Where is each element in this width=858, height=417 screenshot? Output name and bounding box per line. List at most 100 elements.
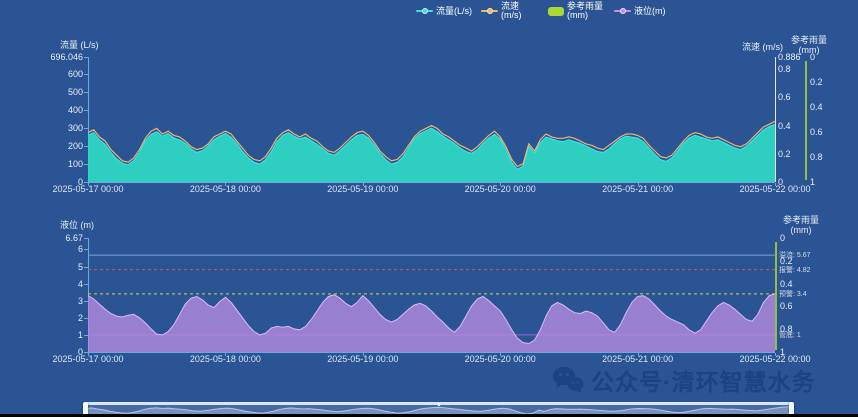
flow-velocity-chart-rain-tick: 0.2 (810, 77, 823, 87)
level-chart-left-tick: 1 (77, 329, 83, 340)
flow-velocity-chart-rain-axis-title: 参考雨量 (mm) (790, 35, 827, 55)
level-chart-left-tickmark (84, 283, 88, 285)
level-chart-x-label: 2025-05-21 00:00 (602, 354, 674, 364)
flow-velocity-chart-left-tick: 400 (67, 105, 83, 116)
flow-velocity-chart-velocity-axis-line (775, 57, 776, 182)
flow-velocity-chart-velocity-tick: 0.4 (778, 120, 791, 131)
level-chart-left-tick: 5 (77, 261, 83, 272)
flow-velocity-chart-line-right1 (88, 120, 775, 168)
level-chart-reflabel-溢流: 溢流: 5.67 (779, 252, 811, 260)
level-chart-rain-tick: 0.4 (780, 278, 793, 289)
flow-velocity-chart-left-tick: 600 (67, 69, 83, 80)
flow-velocity-chart-x-tickmark (225, 183, 227, 186)
flow-velocity-chart-velocity-tick: 0.6 (778, 92, 791, 103)
legend-label: 流速(m/s) (501, 1, 522, 21)
legend-marker-dot (421, 8, 428, 15)
legend-marker (548, 6, 565, 16)
level-chart-left-tickmark (84, 300, 88, 302)
flow-velocity-chart-left-tick: 300 (67, 123, 83, 134)
flow-velocity-chart-x-tickmark (362, 183, 364, 186)
datazoom-center-dot (437, 403, 440, 406)
level-chart-left-axis-title: 液位 (m) (60, 220, 94, 230)
level-chart-x-tickmark (88, 353, 89, 356)
level-chart-left-tick: 2 (77, 312, 83, 323)
level-chart-rain-tick: 0.6 (780, 301, 793, 312)
flow-velocity-chart-left-tick: 200 (67, 141, 83, 152)
level-chart-x-label: 2025-05-22 00:00 (739, 354, 811, 364)
level-chart-x-axis-line (88, 352, 775, 353)
flow-velocity-chart-left-tickmark (84, 110, 88, 112)
flow-velocity-chart-left-tickmark (84, 146, 88, 148)
level-chart-x-label: 2025-05-18 00:00 (189, 354, 261, 364)
level-chart-reflabel-报警: 报警: 4.82 (779, 266, 811, 274)
level-chart-line-left (88, 293, 775, 345)
flow-velocity-chart-x-label: 2025-05-22 00:00 (739, 184, 811, 194)
flow-velocity-chart-left-tickmark (84, 92, 88, 94)
flow-velocity-chart-left-tick: 0 (77, 177, 83, 187)
legend-label: 参考雨量(mm) (567, 1, 604, 21)
level-chart-left-tickmark (84, 317, 88, 319)
level-chart-left-tickmark (84, 249, 88, 251)
legend-marker (416, 8, 433, 15)
level-chart-x-tickmark (362, 353, 364, 356)
flow-velocity-chart-rain-tick: 1 (810, 177, 816, 187)
level-chart-left-tickmark (84, 352, 88, 353)
flow-velocity-chart-left-tick: 100 (67, 159, 83, 170)
legend-marker (614, 8, 632, 15)
flow-velocity-chart-velocity-tick: 0.8 (778, 64, 791, 75)
datazoom-right-handle[interactable] (789, 402, 794, 417)
level-chart-rain-axis-line (775, 242, 777, 350)
level-chart-left-tickmark (84, 334, 88, 336)
legend-item-4[interactable]: 液位(m) (614, 6, 666, 16)
legend-item-2[interactable]: 流速(m/s) (481, 1, 539, 21)
bottom-black-strip (0, 414, 858, 417)
flow-velocity-chart-left-tickmark (84, 182, 88, 183)
level-chart-x-tickmark (637, 353, 639, 356)
flow-velocity-chart-x-tickmark (500, 183, 502, 186)
level-chart-left-axis-line (88, 238, 89, 352)
flow-velocity-chart-x-label: 2025-05-17 00:00 (52, 184, 124, 194)
level-chart-left-tick: 6.67 (65, 233, 83, 243)
flow-velocity-chart-left-tickmark (84, 164, 88, 166)
watermark-text: 公众号·清环智慧水务 (591, 369, 816, 395)
flow-velocity-chart-velocity-tick: 0.886 (778, 52, 801, 62)
flow-velocity-chart-velocity-tick: 0.2 (778, 148, 791, 159)
flow-velocity-chart-x-tickmark (775, 183, 776, 186)
watermark: 公众号·清环智慧水务 (552, 363, 816, 397)
chart-legend: 流量(L/s) 流速(m/s) 参考雨量(mm) 液位(m) (416, 1, 666, 21)
level-chart-reflabel-管底: 管底: 1 (779, 331, 801, 339)
level-chart-left-tickmark (84, 266, 88, 268)
level-chart-left-tick: 4 (77, 278, 83, 289)
level-chart-x-tickmark (225, 353, 227, 356)
flow-velocity-chart-x-label: 2025-05-18 00:00 (189, 184, 261, 194)
flow-velocity-chart-rain-tick: 0.8 (810, 152, 823, 162)
flow-velocity-chart-rain-tick: 0 (810, 52, 816, 62)
flow-velocity-chart-left-tickmark (84, 74, 88, 76)
flow-velocity-chart-line-left (88, 124, 775, 171)
level-chart-rain-axis-title: 参考雨量 (mm) (782, 215, 819, 235)
datazoom-left-handle[interactable] (83, 402, 88, 417)
level-chart-reflabel-预警: 预警: 3.4 (779, 290, 807, 298)
flow-velocity-chart-left-tickmark (84, 57, 88, 58)
legend-item-1[interactable]: 流量(L/s) (416, 6, 472, 16)
flow-velocity-chart-rain-tick: 0.6 (810, 127, 823, 137)
level-chart-left-tickmark (84, 238, 88, 239)
legend-marker (481, 8, 499, 15)
flow-velocity-chart-velocity-axis-title: 流速 (m/s) (742, 42, 783, 52)
flow-velocity-chart-plot[interactable] (88, 57, 775, 182)
legend-item-3[interactable]: 参考雨量(mm) (548, 1, 605, 21)
level-chart-plot[interactable] (88, 238, 775, 352)
flow-velocity-chart-left-axis-line (88, 57, 89, 182)
legend-marker-dot (619, 8, 626, 15)
level-chart-rain-tick: 0.2 (780, 255, 793, 266)
level-chart-rain-tick: 0 (780, 233, 786, 243)
level-chart-x-tickmark (775, 353, 776, 356)
datazoom-wave-line (86, 406, 791, 415)
level-chart-rain-tick: 0.8 (780, 324, 793, 335)
level-chart-area-left (88, 293, 775, 352)
level-chart-x-label: 2025-05-20 00:00 (464, 354, 536, 364)
flow-velocity-chart-area-left (88, 124, 775, 182)
flow-velocity-chart-left-tick: 500 (67, 87, 83, 98)
flow-velocity-chart-left-axis-title: 流量 (L/s) (60, 40, 99, 50)
flow-velocity-chart-x-label: 2025-05-19 00:00 (327, 184, 399, 194)
